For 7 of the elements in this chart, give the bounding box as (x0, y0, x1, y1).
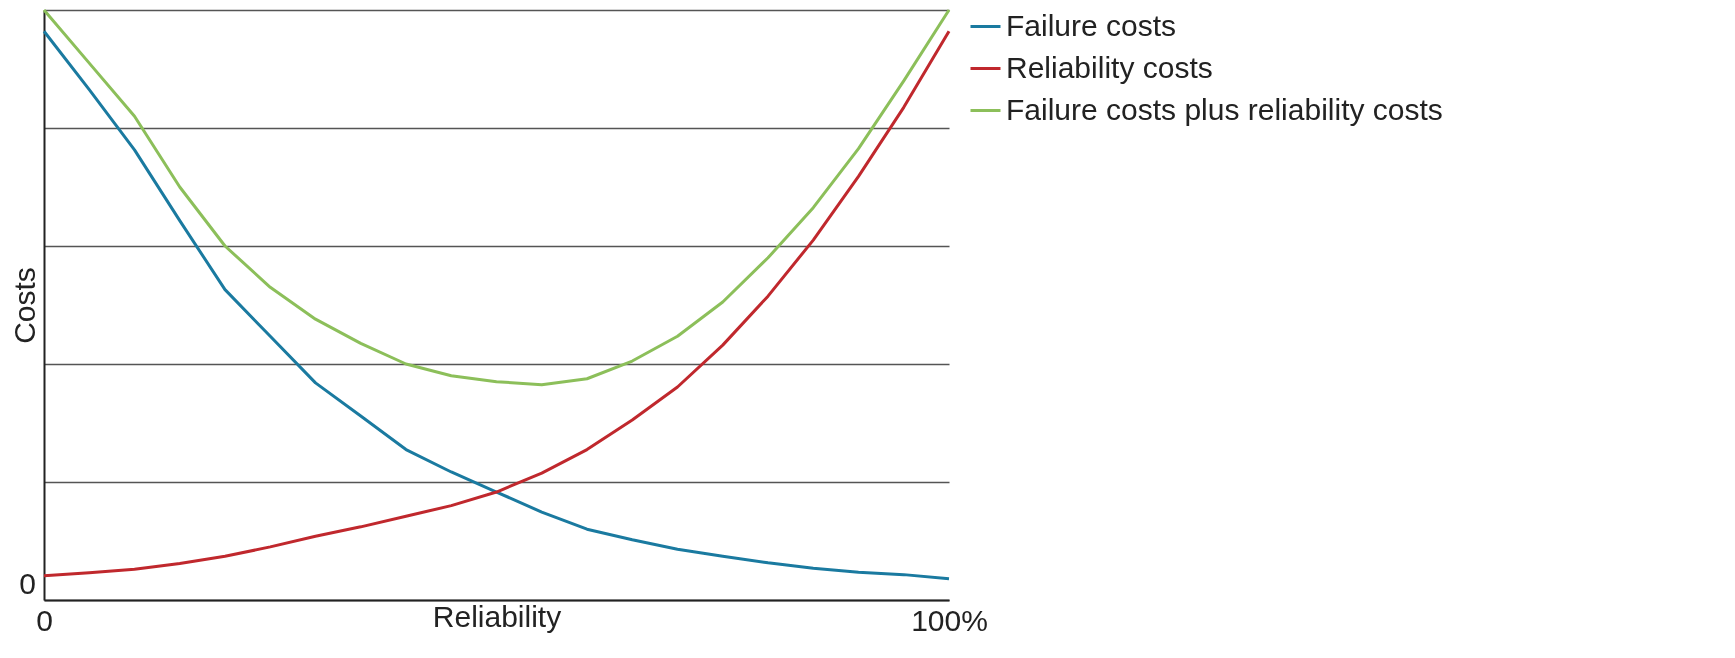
x-axis-title: Reliability (432, 599, 562, 633)
legend-label: Failure costs (1006, 8, 1177, 42)
y-axis-title: Costs (7, 267, 41, 344)
text: 0 (19, 567, 36, 600)
x-tick-label: 100% (911, 603, 988, 637)
legend-label: Reliability costs (1006, 50, 1213, 84)
legend-label: Failure costs plus reliability costs (1006, 92, 1443, 126)
